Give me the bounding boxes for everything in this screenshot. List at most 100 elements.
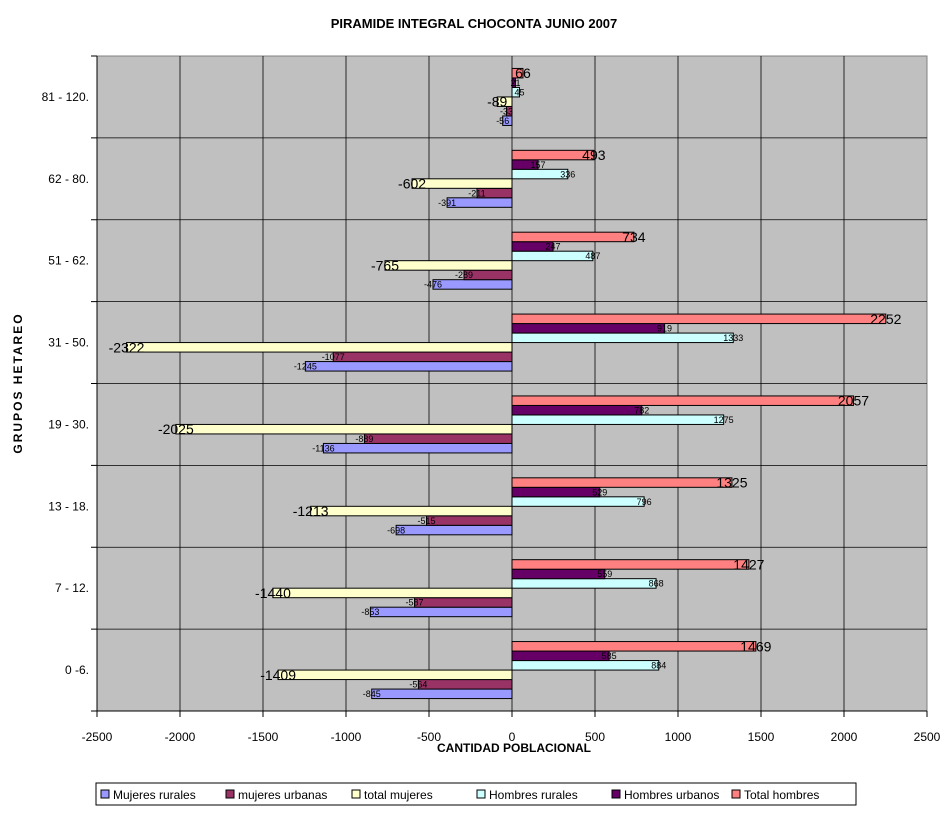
- data-label: -564: [409, 680, 427, 690]
- legend-label: Hombres rurales: [489, 788, 578, 802]
- bar: [511, 168, 569, 180]
- data-label: 585: [602, 651, 617, 661]
- data-label: -1213: [293, 503, 329, 519]
- gridlines: [97, 56, 927, 711]
- legend-label: Total hombres: [744, 788, 819, 802]
- x-tick-label: -500: [417, 730, 441, 744]
- data-label: 1469: [740, 638, 771, 654]
- data-label: 559: [597, 569, 612, 579]
- bar: [417, 679, 513, 690]
- bar: [511, 250, 594, 262]
- data-label: -889: [355, 434, 373, 444]
- legend-label: Hombres urbanos: [624, 788, 719, 802]
- bar: [511, 414, 725, 425]
- data-label: 21: [510, 78, 520, 88]
- bar: [511, 395, 854, 406]
- bars: [126, 67, 887, 700]
- legend-label: Mujeres rurales: [113, 788, 196, 802]
- x-tick-label: -2000: [165, 730, 196, 744]
- legend-label: total mujeres: [364, 788, 433, 802]
- bar: [175, 423, 513, 435]
- y-tick-label: 51 - 62.: [48, 254, 89, 268]
- bar: [332, 351, 513, 363]
- x-tick-label: 2500: [914, 730, 941, 744]
- data-label: 796: [637, 497, 652, 507]
- y-tick-label: 62 - 80.: [48, 172, 89, 186]
- legend-label: mujeres urbanas: [238, 788, 327, 802]
- data-label: -2322: [109, 339, 145, 355]
- data-label: 2057: [838, 393, 869, 409]
- x-tick-label: -1000: [331, 730, 362, 744]
- bar: [511, 477, 733, 488]
- bar: [511, 568, 606, 580]
- bar: [511, 486, 601, 498]
- data-labels: -845 -853 -698 -1136 -1245 -476 -391 -56 -564 -58…: [109, 65, 902, 699]
- data-label: -2025: [158, 421, 194, 437]
- bar: [432, 279, 513, 290]
- bar: [511, 332, 734, 344]
- data-label: -698: [387, 525, 405, 535]
- bar: [511, 67, 524, 79]
- data-label: 1427: [733, 556, 764, 572]
- y-tick-label: 31 - 50.: [48, 336, 89, 350]
- data-label: 247: [545, 242, 560, 252]
- legend: Mujeres rurales mujeres urbanas total muje…: [95, 782, 857, 806]
- y-tick-label: 7 - 12.: [55, 581, 89, 595]
- x-axis-ticks: -2500 -2000 -1500 -1000 -500 0 500 1000 1500 2000…: [82, 711, 941, 744]
- bar: [363, 433, 513, 444]
- data-label: -1245: [294, 362, 317, 372]
- y-axis-title: GRUPOS HETAREO: [11, 312, 25, 453]
- chart-title: PIRAMIDE INTEGRAL CHOCONTA JUNIO 2007: [331, 16, 618, 31]
- data-label: -391: [438, 198, 456, 208]
- legend-swatch: [611, 789, 621, 799]
- data-label: -289: [455, 270, 473, 280]
- data-label: 1333: [723, 333, 743, 343]
- bar: [369, 606, 513, 618]
- y-tick-label: 19 - 30.: [48, 417, 89, 431]
- data-label: 2252: [870, 311, 901, 327]
- bar: [277, 669, 513, 681]
- bar: [511, 660, 660, 671]
- legend-swatch: [476, 789, 486, 799]
- data-label: 487: [585, 251, 600, 261]
- bar: [446, 197, 513, 208]
- data-label: -1077: [322, 352, 345, 362]
- y-tick-label: 0 -6.: [65, 663, 89, 677]
- x-tick-label: 0: [509, 730, 516, 744]
- bar: [511, 496, 645, 507]
- bar: [426, 515, 513, 526]
- data-label: 1275: [714, 415, 734, 425]
- legend-box: [95, 782, 857, 806]
- x-tick-label: -2500: [82, 730, 113, 744]
- bar: [272, 587, 513, 599]
- bar: [371, 688, 513, 700]
- bar: [322, 442, 513, 454]
- x-tick-label: 500: [585, 730, 605, 744]
- x-tick-label: 1500: [748, 730, 775, 744]
- data-label: -89: [487, 94, 507, 110]
- bar: [304, 361, 513, 372]
- data-label: -211: [468, 188, 485, 198]
- y-axis-ticks: 0 -6. 7 - 12. 13 - 18. 19 - 30. 31 - 50. 51 -…: [42, 55, 97, 712]
- bar: [511, 149, 595, 161]
- bar: [511, 323, 666, 334]
- data-label: -602: [398, 176, 426, 192]
- legend-swatch: [731, 789, 741, 799]
- bar: [511, 404, 643, 416]
- bar: [496, 96, 513, 107]
- bar: [511, 578, 657, 589]
- data-label: 868: [649, 579, 664, 589]
- data-label: -765: [371, 257, 399, 273]
- bar: [411, 178, 513, 189]
- bar: [310, 505, 513, 517]
- data-label: -476: [424, 280, 442, 290]
- bar: [395, 524, 513, 536]
- y-tick-label: 13 - 18.: [48, 499, 89, 513]
- bar: [511, 641, 757, 652]
- data-label: 884: [651, 661, 666, 671]
- x-tick-label: 1000: [665, 730, 692, 744]
- data-label: -1440: [255, 585, 291, 601]
- data-label: 45: [514, 87, 524, 97]
- data-label: 734: [622, 229, 646, 245]
